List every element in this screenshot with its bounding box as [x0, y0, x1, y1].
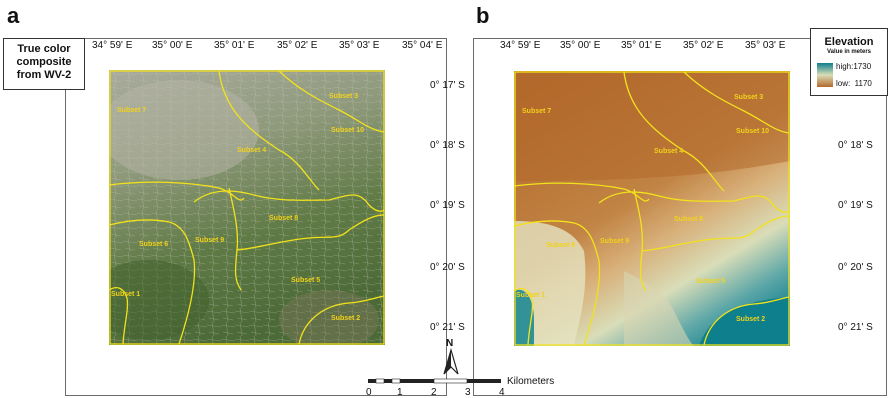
subset-label: Subset 10 [736, 128, 769, 135]
scale-tick-label: 4 [499, 387, 505, 398]
panel-a-lat-label: 0° 18' S [430, 140, 465, 151]
panel-a-lat-label: 0° 19' S [430, 200, 465, 211]
satellite-image: Subset 7 Subset 3 Subset 4 Subset 10 Sub… [109, 70, 385, 345]
subset-label: Subset 9 [195, 237, 224, 244]
elevation-legend-title: Elevation [824, 36, 874, 48]
panel-a-legend: True color composite from WV-2 [3, 38, 85, 90]
panel-b-lon-label: 35° 01' E [621, 40, 662, 51]
subset-label: Subset 1 [111, 291, 140, 298]
subset-label: Subset 2 [736, 316, 765, 323]
scale-tick-label: 3 [465, 387, 471, 398]
panel-b-lat-label: 0° 19' S [838, 200, 873, 211]
panel-b-lat-label: 0° 21' S [838, 322, 873, 333]
subset-label: Subset 5 [696, 278, 725, 285]
scale-tick-label: 1 [397, 387, 403, 398]
subset-label: Subset 4 [237, 147, 266, 154]
subset-label: Subset 8 [269, 215, 298, 222]
panel-b-lon-label: 34° 59' E [500, 40, 541, 51]
panel-b-letter: b [476, 3, 490, 28]
scale-tick-label: 2 [431, 387, 437, 398]
panel-a-lon-label: 35° 04' E [402, 40, 443, 51]
subset-boundaries [109, 70, 385, 345]
north-arrow-icon [443, 347, 459, 375]
panel-a-lon-label: 35° 02' E [277, 40, 318, 51]
panel-a-lat-label: 0° 17' S [430, 80, 465, 91]
north-arrow-label: N [446, 338, 454, 349]
subset-label: Subset 6 [139, 241, 168, 248]
subset-label: Subset 2 [331, 315, 360, 322]
panel-a-lat-label: 0° 20' S [430, 262, 465, 273]
panel-b-lat-label: 0° 20' S [838, 262, 873, 273]
scale-unit-label: Kilometers [507, 376, 555, 387]
panel-b-lon-label: 35° 02' E [683, 40, 724, 51]
panel-a-lon-label: 35° 03' E [339, 40, 380, 51]
elevation-color-ramp [817, 63, 833, 87]
panel-b-lon-label: 35° 03' E [745, 40, 786, 51]
subset-label: Subset 10 [331, 127, 364, 134]
panel-a-lon-label: 34° 59' E [92, 40, 133, 51]
elevation-high-label: high:1730 [836, 62, 872, 71]
subset-label: Subset 7 [117, 107, 146, 114]
subset-label: Subset 4 [654, 148, 683, 155]
panel-b-lat-label: 0° 18' S [838, 140, 873, 151]
subset-label: Subset 3 [734, 94, 763, 101]
panel-a-lat-label: 0° 21' S [430, 322, 465, 333]
panel-a-lon-label: 35° 00' E [152, 40, 193, 51]
subset-label: Subset 1 [516, 292, 545, 299]
subset-label: Subset 6 [546, 242, 575, 249]
subset-label: Subset 5 [291, 277, 320, 284]
subset-label: Subset 9 [600, 238, 629, 245]
elevation-map: Subset 7 Subset 3 Subset 4 Subset 10 Sub… [514, 71, 790, 346]
subset-label: Subset 7 [522, 108, 551, 115]
scale-tick-label: 0 [366, 387, 372, 398]
elevation-legend: Elevation Value in meters high:1730 low:… [810, 28, 888, 96]
elevation-legend-subtitle: Value in meters [826, 49, 872, 55]
panel-a-letter: a [7, 3, 20, 28]
subset-label: Subset 3 [329, 93, 358, 100]
panel-b-lon-label: 35° 00' E [560, 40, 601, 51]
subset-boundaries [514, 71, 790, 346]
scale-bar [368, 378, 501, 384]
panel-a-lon-label: 35° 01' E [214, 40, 255, 51]
panel-a-legend-text: True color composite from WV-2 [16, 43, 72, 81]
subset-label: Subset 8 [674, 216, 703, 223]
elevation-low-label: low: 1170 [836, 79, 872, 88]
